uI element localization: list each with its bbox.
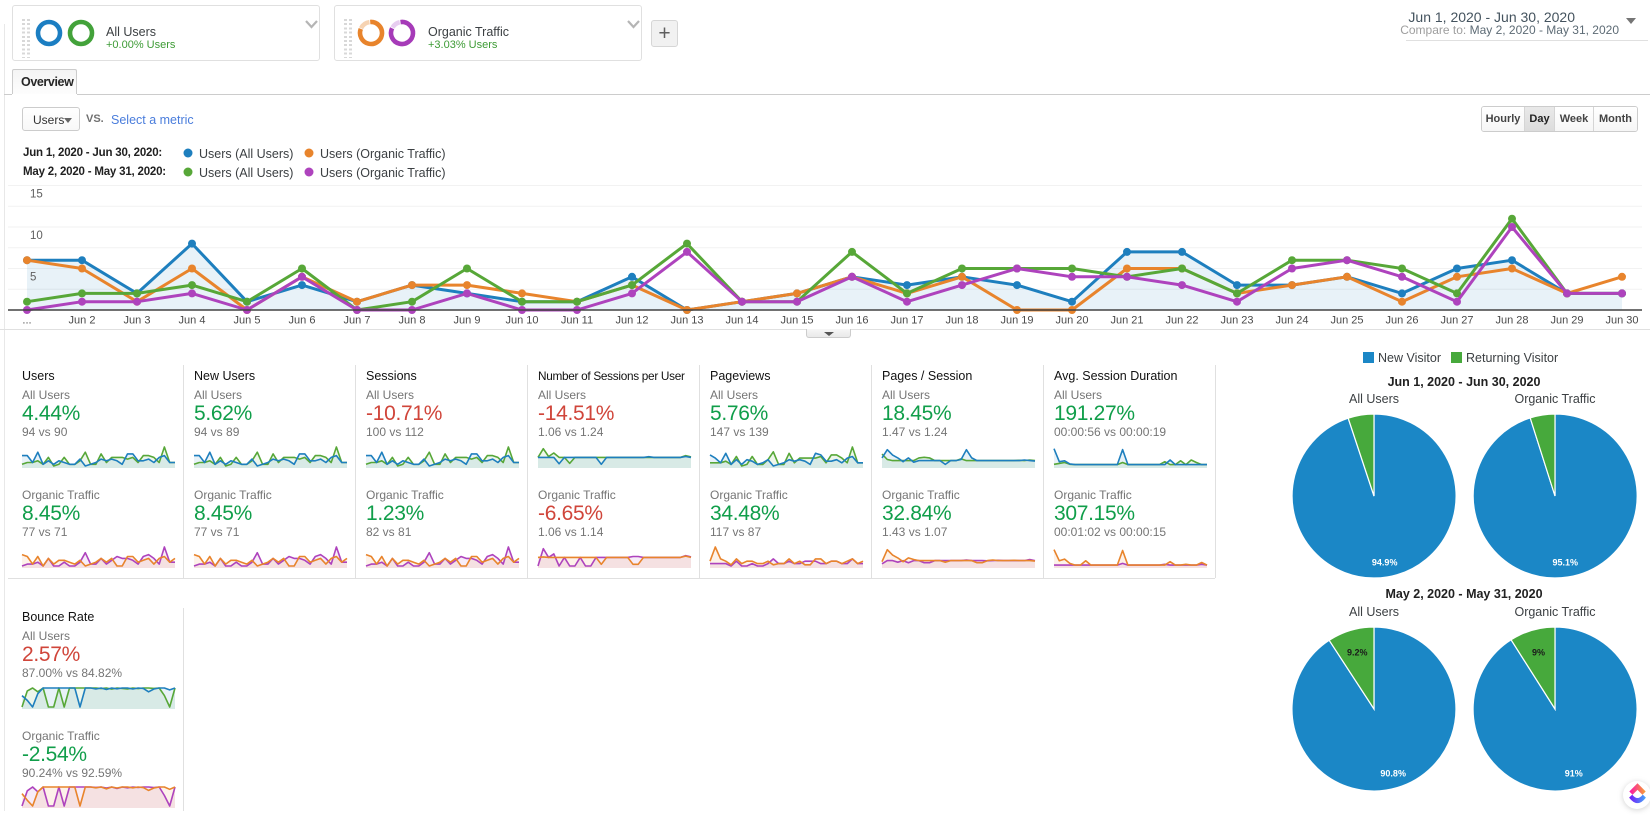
svg-text:Jun 12: Jun 12 <box>615 315 648 327</box>
svg-text:95.1%: 95.1% <box>1553 557 1579 567</box>
svg-text:Jun 24: Jun 24 <box>1275 315 1308 327</box>
svg-text:Jun 2: Jun 2 <box>69 315 96 327</box>
svg-text:Jun 10: Jun 10 <box>505 315 538 327</box>
svg-text:Jun 26: Jun 26 <box>1385 315 1418 327</box>
svg-text:94.9%: 94.9% <box>1372 557 1398 567</box>
svg-text:Jun 16: Jun 16 <box>835 315 868 327</box>
svg-text:Jun 18: Jun 18 <box>945 315 978 327</box>
svg-text:Jun 3: Jun 3 <box>124 315 151 327</box>
svg-text:Jun 30: Jun 30 <box>1605 315 1638 327</box>
svg-text:Jun 27: Jun 27 <box>1440 315 1473 327</box>
svg-text:Jun 8: Jun 8 <box>399 315 426 327</box>
svg-text:90.8%: 90.8% <box>1380 769 1406 779</box>
svg-text:Jun 15: Jun 15 <box>780 315 813 327</box>
svg-text:Jun 22: Jun 22 <box>1165 315 1198 327</box>
svg-text:9.2%: 9.2% <box>1347 647 1368 657</box>
svg-text:Jun 19: Jun 19 <box>1000 315 1033 327</box>
svg-text:Jun 4: Jun 4 <box>179 315 206 327</box>
svg-text:Jun 29: Jun 29 <box>1550 315 1583 327</box>
svg-text:Jun 7: Jun 7 <box>344 315 371 327</box>
svg-text:9%: 9% <box>1532 647 1545 657</box>
svg-text:...: ... <box>22 315 31 327</box>
svg-text:91%: 91% <box>1565 769 1583 779</box>
svg-text:Jun 9: Jun 9 <box>454 315 481 327</box>
svg-text:Jun 13: Jun 13 <box>670 315 703 327</box>
svg-text:Jun 20: Jun 20 <box>1055 315 1088 327</box>
svg-text:Jun 25: Jun 25 <box>1330 315 1363 327</box>
svg-text:15: 15 <box>30 189 43 201</box>
svg-text:Jun 6: Jun 6 <box>289 315 316 327</box>
svg-text:Jun 11: Jun 11 <box>561 315 593 327</box>
svg-text:Jun 28: Jun 28 <box>1495 315 1528 327</box>
svg-text:Jun 21: Jun 21 <box>1110 315 1143 327</box>
svg-text:Jun 14: Jun 14 <box>725 315 758 327</box>
svg-text:Jun 5: Jun 5 <box>234 315 261 327</box>
svg-text:10: 10 <box>30 230 43 242</box>
svg-text:Jun 23: Jun 23 <box>1220 315 1253 327</box>
svg-text:5: 5 <box>30 272 36 284</box>
svg-text:Jun 17: Jun 17 <box>890 315 923 327</box>
